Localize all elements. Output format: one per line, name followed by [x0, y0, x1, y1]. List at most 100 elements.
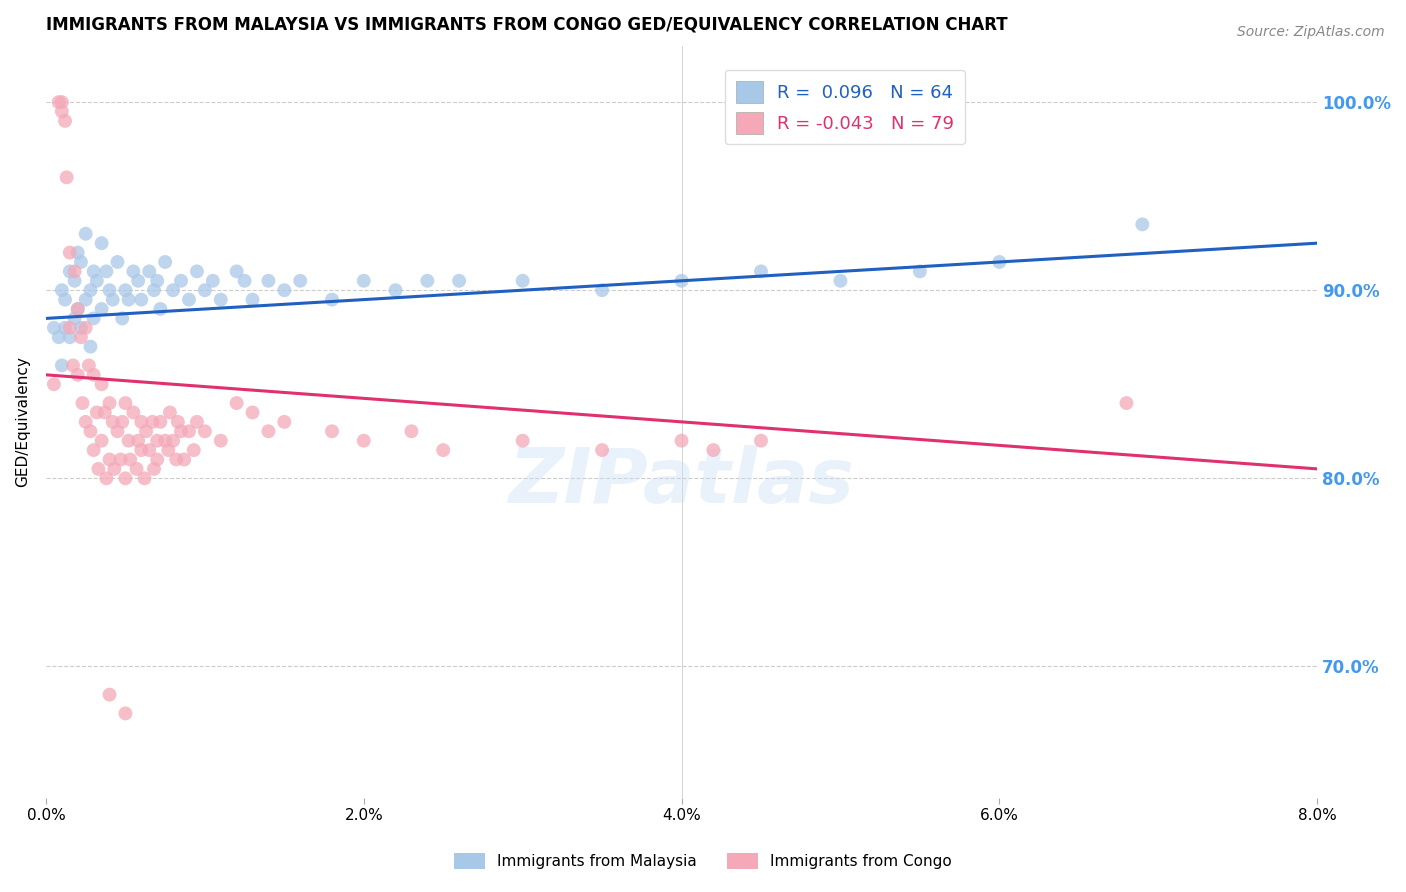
Legend: R =  0.096   N = 64, R = -0.043   N = 79: R = 0.096 N = 64, R = -0.043 N = 79: [724, 70, 965, 145]
Point: [671, 434, 693, 448]
Point: [194, 424, 217, 438]
Point: [273, 415, 295, 429]
Point: [51, 95, 73, 109]
Point: [242, 405, 264, 419]
Point: [70, 321, 93, 335]
Point: [103, 462, 125, 476]
Point: [242, 293, 264, 307]
Point: [290, 274, 312, 288]
Point: [131, 415, 153, 429]
Point: [122, 405, 145, 419]
Point: [90, 236, 112, 251]
Point: [53, 114, 76, 128]
Point: [111, 415, 134, 429]
Point: [127, 434, 149, 448]
Point: [90, 434, 112, 448]
Point: [173, 452, 195, 467]
Point: [591, 283, 613, 297]
Point: [87, 462, 110, 476]
Point: [120, 452, 142, 467]
Point: [384, 283, 406, 297]
Point: [225, 396, 247, 410]
Point: [749, 434, 772, 448]
Point: [201, 274, 224, 288]
Point: [101, 293, 124, 307]
Point: [416, 274, 439, 288]
Point: [127, 274, 149, 288]
Point: [988, 255, 1011, 269]
Point: [96, 471, 118, 485]
Point: [321, 293, 343, 307]
Point: [170, 274, 193, 288]
Point: [79, 424, 101, 438]
Point: [63, 274, 86, 288]
Point: [98, 452, 121, 467]
Point: [83, 443, 105, 458]
Point: [66, 368, 89, 382]
Point: [51, 283, 73, 297]
Point: [86, 405, 108, 419]
Point: [177, 293, 200, 307]
Point: [321, 424, 343, 438]
Point: [72, 396, 94, 410]
Point: [107, 424, 129, 438]
Point: [134, 471, 156, 485]
Point: [401, 424, 423, 438]
Point: [273, 283, 295, 297]
Point: [183, 443, 205, 458]
Point: [186, 415, 208, 429]
Point: [749, 264, 772, 278]
Point: [59, 330, 82, 344]
Point: [149, 415, 172, 429]
Point: [186, 264, 208, 278]
Point: [90, 301, 112, 316]
Point: [117, 293, 139, 307]
Point: [512, 274, 534, 288]
Point: [225, 264, 247, 278]
Point: [209, 293, 232, 307]
Point: [42, 377, 65, 392]
Point: [86, 274, 108, 288]
Point: [143, 283, 166, 297]
Point: [194, 283, 217, 297]
Point: [353, 274, 375, 288]
Point: [165, 452, 187, 467]
Point: [70, 255, 93, 269]
Point: [209, 434, 232, 448]
Point: [114, 283, 136, 297]
Point: [55, 170, 77, 185]
Point: [75, 227, 97, 241]
Point: [83, 311, 105, 326]
Point: [157, 443, 180, 458]
Point: [53, 321, 76, 335]
Point: [153, 434, 176, 448]
Point: [98, 396, 121, 410]
Legend: Immigrants from Malaysia, Immigrants from Congo: Immigrants from Malaysia, Immigrants fro…: [449, 847, 957, 875]
Point: [98, 283, 121, 297]
Point: [94, 405, 117, 419]
Point: [51, 104, 73, 119]
Point: [138, 264, 160, 278]
Point: [143, 462, 166, 476]
Point: [75, 293, 97, 307]
Point: [908, 264, 931, 278]
Point: [153, 255, 176, 269]
Point: [90, 377, 112, 392]
Point: [42, 321, 65, 335]
Point: [166, 415, 188, 429]
Point: [53, 293, 76, 307]
Point: [591, 443, 613, 458]
Point: [107, 255, 129, 269]
Point: [114, 396, 136, 410]
Point: [146, 274, 169, 288]
Point: [170, 424, 193, 438]
Point: [83, 368, 105, 382]
Point: [117, 434, 139, 448]
Point: [75, 321, 97, 335]
Text: ZIPatlas: ZIPatlas: [509, 445, 855, 519]
Point: [146, 452, 169, 467]
Y-axis label: GED/Equivalency: GED/Equivalency: [15, 357, 30, 487]
Point: [79, 283, 101, 297]
Point: [66, 245, 89, 260]
Point: [131, 293, 153, 307]
